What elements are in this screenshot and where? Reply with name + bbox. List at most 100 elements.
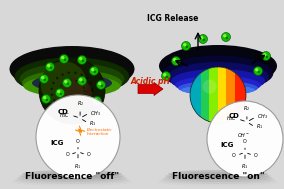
Ellipse shape — [32, 74, 112, 92]
Bar — [224, 66, 225, 124]
Circle shape — [45, 62, 55, 71]
Circle shape — [79, 98, 81, 100]
Ellipse shape — [163, 55, 273, 91]
Bar — [191, 66, 193, 124]
Ellipse shape — [22, 170, 122, 178]
Bar — [227, 66, 228, 124]
Circle shape — [82, 95, 84, 97]
Bar — [228, 66, 229, 124]
Bar — [243, 66, 244, 124]
Bar — [230, 66, 231, 124]
Circle shape — [64, 81, 66, 83]
Bar — [238, 66, 239, 124]
Bar — [235, 66, 236, 124]
Circle shape — [98, 82, 101, 85]
Text: ICG: ICG — [220, 142, 234, 148]
Circle shape — [51, 94, 53, 96]
Circle shape — [78, 55, 87, 64]
Bar — [233, 66, 234, 124]
Text: $H_3C$: $H_3C$ — [59, 111, 70, 120]
Bar — [231, 66, 232, 124]
Bar — [220, 66, 221, 124]
Bar — [206, 66, 207, 124]
Text: $R_2$: $R_2$ — [243, 104, 250, 113]
Bar — [219, 66, 220, 124]
Circle shape — [52, 82, 55, 84]
Bar — [218, 66, 219, 124]
Bar — [200, 66, 201, 124]
Circle shape — [79, 57, 82, 60]
Text: $CH_3$: $CH_3$ — [257, 112, 268, 121]
Circle shape — [97, 101, 99, 103]
Bar — [217, 66, 218, 124]
Circle shape — [258, 71, 260, 73]
Circle shape — [74, 72, 77, 74]
Text: CD: CD — [58, 109, 69, 115]
Text: Acidic pH: Acidic pH — [130, 77, 170, 87]
Bar — [222, 66, 224, 124]
Circle shape — [91, 88, 93, 90]
Circle shape — [223, 34, 226, 37]
Bar — [212, 66, 214, 124]
Bar — [198, 66, 199, 124]
Circle shape — [63, 98, 65, 100]
Bar — [226, 66, 227, 124]
Circle shape — [173, 58, 176, 61]
Circle shape — [166, 76, 168, 78]
Text: O: O — [232, 153, 236, 158]
Text: O: O — [76, 139, 80, 144]
Circle shape — [93, 96, 101, 105]
Circle shape — [226, 37, 228, 39]
Bar — [207, 66, 208, 124]
Circle shape — [222, 33, 231, 42]
Circle shape — [41, 61, 87, 107]
Bar — [245, 66, 247, 124]
Bar — [232, 66, 233, 124]
Circle shape — [199, 35, 208, 43]
Circle shape — [190, 67, 246, 123]
Text: O: O — [65, 152, 69, 157]
Circle shape — [63, 107, 66, 109]
Bar — [193, 66, 195, 124]
Bar — [208, 66, 209, 124]
Bar — [209, 66, 210, 124]
Bar — [226, 66, 227, 124]
Circle shape — [86, 77, 88, 80]
Circle shape — [90, 96, 93, 98]
Circle shape — [263, 53, 266, 57]
Bar — [240, 66, 241, 124]
Circle shape — [202, 80, 217, 94]
Ellipse shape — [160, 176, 275, 184]
Circle shape — [200, 36, 203, 40]
Ellipse shape — [175, 76, 261, 94]
Circle shape — [203, 39, 205, 41]
Ellipse shape — [181, 85, 255, 95]
Text: $R_1$: $R_1$ — [74, 162, 82, 171]
Circle shape — [79, 78, 82, 81]
Bar — [202, 66, 203, 124]
Circle shape — [59, 94, 61, 96]
Circle shape — [62, 78, 72, 87]
Bar — [221, 66, 222, 124]
Circle shape — [101, 85, 103, 87]
Circle shape — [43, 96, 47, 99]
Bar — [214, 66, 215, 124]
Bar — [202, 66, 204, 124]
Circle shape — [53, 99, 56, 101]
Circle shape — [89, 82, 92, 84]
Circle shape — [80, 74, 83, 76]
Circle shape — [94, 71, 96, 73]
Bar — [211, 66, 212, 124]
Circle shape — [47, 64, 51, 67]
Text: $R_1$: $R_1$ — [241, 162, 248, 171]
Circle shape — [55, 88, 64, 97]
Circle shape — [51, 88, 53, 90]
Bar — [224, 66, 225, 124]
Circle shape — [97, 80, 105, 89]
Text: $R_2$: $R_2$ — [76, 99, 84, 108]
Bar — [214, 66, 216, 124]
Circle shape — [207, 101, 283, 177]
Circle shape — [266, 56, 268, 58]
Circle shape — [91, 68, 95, 71]
Bar — [194, 66, 195, 124]
